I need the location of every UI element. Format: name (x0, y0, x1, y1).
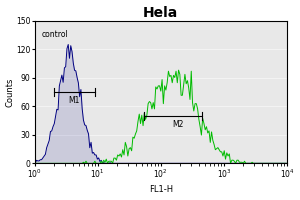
Text: control: control (42, 30, 69, 39)
X-axis label: FL1-H: FL1-H (149, 185, 173, 194)
Text: M1: M1 (68, 96, 80, 105)
Text: M2: M2 (172, 120, 184, 129)
Title: Hela: Hela (143, 6, 178, 20)
Y-axis label: Counts: Counts (6, 77, 15, 107)
